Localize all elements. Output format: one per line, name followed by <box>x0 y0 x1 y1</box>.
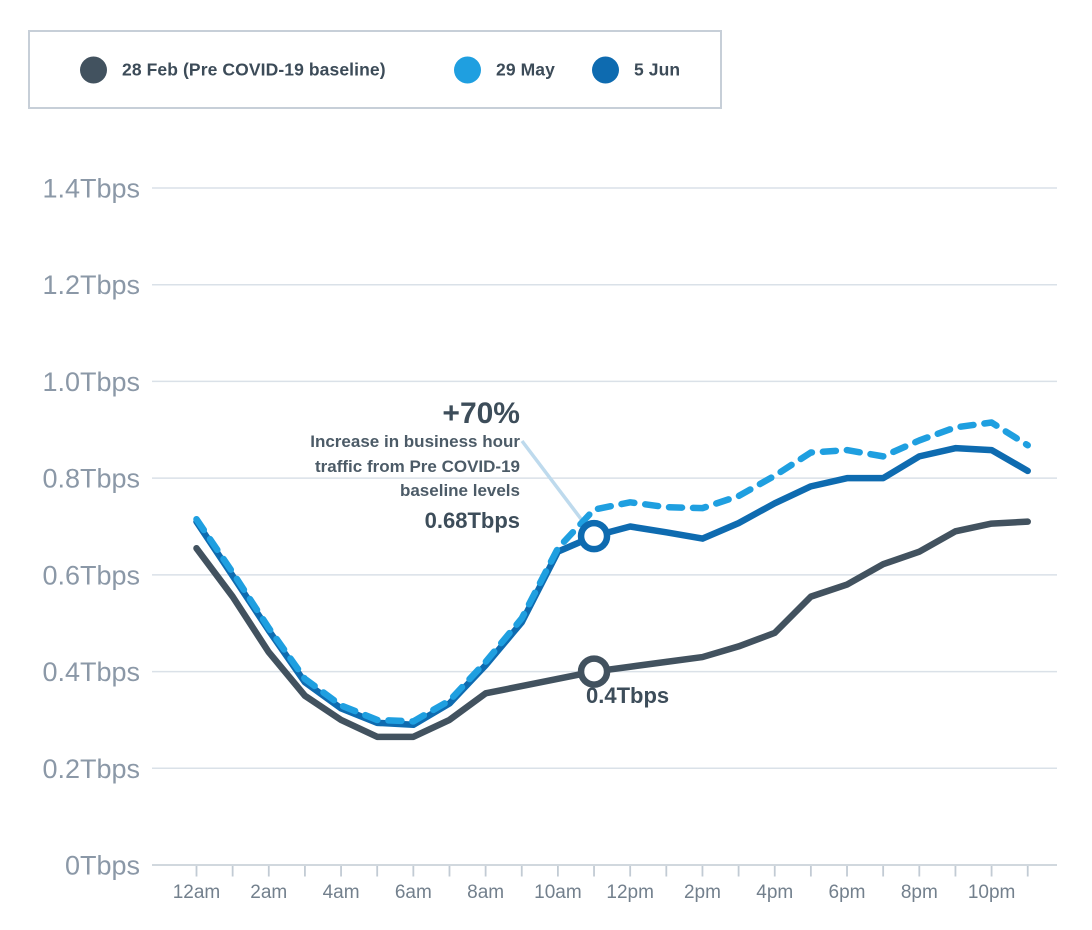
x-tick-label: 4pm <box>756 882 793 903</box>
x-tick-label: 6am <box>395 882 432 903</box>
legend-swatch-29-may-icon <box>454 56 481 83</box>
x-tick-label: 12am <box>173 882 221 903</box>
x-tick-label: 8am <box>467 882 504 903</box>
series-line-5-jun <box>193 444 1031 729</box>
y-tick-label: 0.6Tbps <box>42 560 140 590</box>
data-point-marker-0.68tbps <box>577 519 611 553</box>
legend-item-5-jun[interactable]: 5 Jun <box>592 56 680 83</box>
y-tick-label: 0Tbps <box>65 851 140 881</box>
y-tick-label: 0.2Tbps <box>42 754 140 784</box>
increase-annotation: +70% Increase in business hour traffic f… <box>310 398 520 536</box>
y-tick-label: 1.4Tbps <box>42 174 140 204</box>
series-line-28-feb <box>193 518 1031 741</box>
data-point-marker-0.4tbps <box>577 655 611 688</box>
annotation-line-3: baseline levels <box>399 481 520 500</box>
legend-swatch-5-jun-icon <box>592 56 619 83</box>
legend-item-28-feb[interactable]: 28 Feb (Pre COVID-19 baseline) <box>80 56 386 83</box>
x-tick-label: 4am <box>323 882 360 903</box>
y-tick-label: 0.8Tbps <box>42 464 140 494</box>
annotation-line-2: traffic from Pre COVID-19 <box>315 456 520 476</box>
legend-label-5-jun: 5 Jun <box>634 59 681 79</box>
y-tick-label: 1.2Tbps <box>42 270 140 300</box>
y-tick-label: 0.4Tbps <box>42 657 140 687</box>
legend-label-28-feb: 28 Feb (Pre COVID-19 baseline) <box>122 59 386 79</box>
annotation-line-1: Increase in business hour <box>310 432 520 451</box>
baseline-point-label: 0.4Tbps <box>586 683 670 708</box>
x-tick-label: 12pm <box>606 882 654 903</box>
x-tick-label: 10am <box>534 882 582 903</box>
x-tick-label: 8pm <box>901 882 938 903</box>
legend-swatch-28-feb-icon <box>80 56 107 83</box>
x-tick-label: 6pm <box>829 882 866 903</box>
legend-label-29-may: 29 May <box>496 59 555 79</box>
y-tick-label: 1.0Tbps <box>42 367 140 397</box>
x-tick-label: 10pm <box>968 882 1016 903</box>
x-tick-label: 2am <box>250 882 287 903</box>
x-tick-label: 2pm <box>684 882 721 903</box>
series-line-29-may <box>193 419 1031 725</box>
annotation-title: +70% <box>442 397 520 430</box>
chart-legend: 28 Feb (Pre COVID-19 baseline) 29 May 5 … <box>28 30 722 109</box>
annotation-value: 0.68Tbps <box>424 507 520 533</box>
legend-item-29-may[interactable]: 29 May <box>454 56 555 83</box>
